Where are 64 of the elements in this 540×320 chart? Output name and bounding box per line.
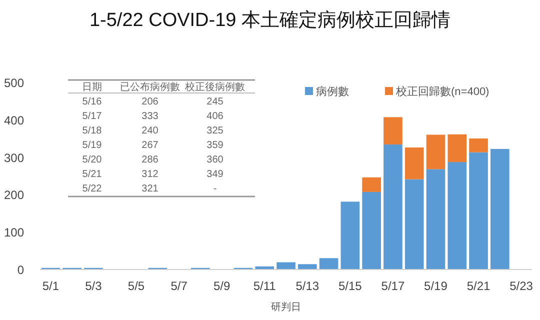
bar	[255, 266, 274, 269]
y-tick-label: 400	[4, 113, 24, 128]
bar	[384, 117, 402, 144]
bar	[362, 192, 381, 269]
bar	[404, 147, 424, 180]
bar	[362, 177, 381, 192]
annotation: 206	[142, 96, 159, 108]
bar	[276, 262, 296, 269]
bar	[340, 202, 360, 269]
bar	[426, 134, 446, 170]
x-tick-label: 5/23	[510, 279, 534, 293]
annotation: 5/22	[82, 184, 102, 194]
x-tick-label: 5/9	[213, 279, 230, 293]
annotation: 349	[206, 169, 224, 180]
bar	[319, 258, 338, 269]
annotation: 已公布病例數	[120, 81, 180, 93]
annotation: -	[213, 184, 217, 194]
annotation: 日期	[82, 81, 102, 93]
annotation: 5/19	[82, 140, 102, 151]
x-tick-label: 5/3	[85, 279, 102, 293]
bar	[448, 134, 467, 162]
annotation: 286	[142, 154, 159, 166]
x-tick-label: 5/13	[296, 279, 320, 293]
annotation: 245	[206, 96, 224, 108]
legend-label: 校正回歸數(n=400)	[395, 85, 490, 98]
x-tick-label: 5/19	[424, 279, 448, 293]
annotation: 360	[206, 154, 224, 166]
bar	[490, 148, 510, 269]
x-tick-label: 5/5	[128, 279, 145, 293]
annotation: 校正後病例數	[184, 81, 245, 93]
bar	[469, 138, 488, 152]
annotation: 325	[206, 126, 224, 136]
x-tick-label: 5/1	[42, 279, 60, 293]
annotation: 312	[142, 169, 159, 180]
bar	[426, 169, 446, 269]
annotation: 240	[142, 126, 159, 136]
annotation: 359	[206, 140, 224, 151]
annotation: 5/18	[82, 126, 102, 136]
y-tick-label: 300	[4, 150, 24, 165]
y-tick-label: 100	[4, 226, 24, 240]
bar	[384, 144, 402, 269]
y-tick-label: 500	[4, 76, 24, 90]
annotation: 406	[206, 111, 224, 122]
annotation: 5/20	[82, 154, 102, 166]
annotation: 5/21	[82, 169, 102, 180]
annotation: 321	[142, 184, 159, 194]
bar	[448, 162, 467, 269]
bar	[469, 152, 488, 269]
x-axis-title: 研判日	[271, 301, 301, 313]
y-tick-label: 0	[17, 263, 24, 277]
x-tick-label: 5/21	[466, 279, 491, 293]
y-tick-label: 200	[4, 188, 24, 202]
bar	[404, 179, 424, 269]
chart-title: 1-5/22 COVID-19 本土確定病例校正回歸情	[89, 9, 451, 31]
annotation: 333	[142, 111, 159, 122]
annotation: 5/17	[82, 111, 102, 122]
annotation: 267	[142, 140, 159, 151]
legend-label: 病例數	[316, 85, 349, 98]
x-tick-label: 5/17	[381, 279, 405, 293]
x-tick-label: 5/7	[170, 279, 188, 293]
x-tick-label: 5/11	[253, 279, 276, 293]
bar	[298, 264, 317, 269]
annotation: 5/16	[82, 96, 102, 108]
x-tick-label: 5/15	[338, 279, 362, 293]
